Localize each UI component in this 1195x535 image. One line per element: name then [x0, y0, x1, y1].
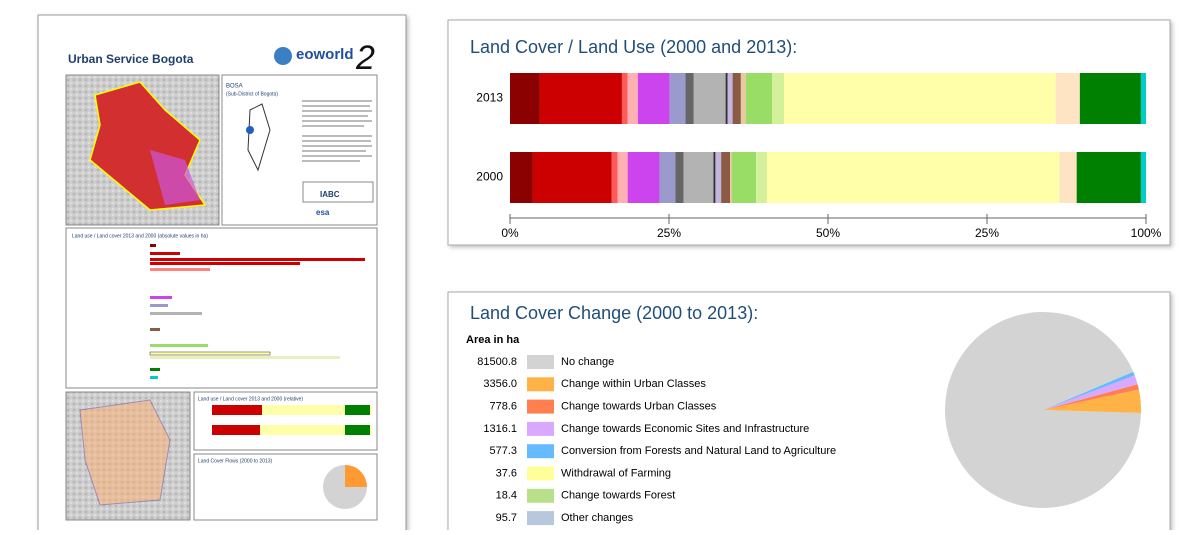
legend-swatch — [527, 489, 554, 503]
bar-segment — [726, 73, 728, 124]
bar-segment — [510, 152, 533, 203]
legend-swatch — [527, 467, 554, 481]
value-header: Area in ha — [466, 334, 520, 346]
doc-chart3-title: Land Cover Flows (2000 to 2013) — [198, 458, 273, 464]
doc-mini-bar — [212, 425, 260, 435]
bar-segment — [1141, 73, 1146, 124]
x-tick-label: 0% — [501, 226, 519, 240]
legend-label: Change towards Forest — [561, 490, 675, 502]
bar-segment — [714, 152, 716, 203]
bar-segment — [1141, 152, 1146, 203]
bar-segment — [756, 152, 767, 203]
doc-mini-bar — [212, 405, 262, 415]
x-tick-label: 25% — [657, 226, 681, 240]
bar-segment — [540, 73, 622, 124]
doc-chart2-title: Land use / Land cover 2013 and 2000 (rel… — [198, 396, 303, 402]
bar-segment — [686, 73, 694, 124]
bar-segment — [1056, 73, 1080, 124]
legend-swatch — [527, 377, 554, 391]
bar-segment — [741, 73, 746, 124]
doc-chart1-title: Land use / Land cover 2013 and 2000 (abs… — [72, 233, 208, 239]
document-thumbnail: Urban Service Bogota eoworld 2 BOSA (Sub… — [38, 15, 406, 530]
legend-swatch — [527, 400, 554, 414]
bar-segment — [732, 152, 756, 203]
legend-label: Withdrawal of Farming — [561, 467, 671, 479]
logo-number: 2 — [355, 39, 375, 77]
bar-segment — [1077, 152, 1141, 203]
legend-value: 778.6 — [489, 401, 517, 413]
bar-segment — [670, 73, 686, 124]
legend-label: Change towards Urban Classes — [561, 401, 717, 413]
district: BOSA — [226, 84, 243, 90]
bar-segment — [622, 73, 628, 124]
doc-chart-box — [66, 228, 377, 388]
legend-value: 95.7 — [496, 512, 517, 524]
legend-swatch — [527, 422, 554, 436]
bar-segment — [684, 152, 714, 203]
screenshot: Urban Service Bogota eoworld 2 BOSA (Sub… — [0, 0, 1195, 530]
legend-label: No change — [561, 356, 614, 368]
page: Urban Service Bogota eoworld 2 BOSA (Sub… — [0, 0, 1195, 535]
bar-segment — [1080, 73, 1141, 124]
legend-value: 577.3 — [489, 445, 517, 457]
partner-1: esa — [316, 208, 330, 217]
legend-label: Conversion from Forests and Natural Land… — [561, 445, 836, 457]
bar-segment — [694, 73, 726, 124]
x-tick-label: 100% — [1131, 226, 1162, 240]
chart-title: Land Cover / Land Use (2000 and 2013): — [470, 37, 797, 57]
y-tick-label: 2000 — [476, 170, 503, 184]
legend-swatch — [527, 511, 554, 525]
bar-segment — [721, 152, 730, 203]
bar-segment — [617, 152, 627, 203]
legend-label: Change towards Economic Sites and Infras… — [561, 423, 809, 435]
district-sub: (Sub-District of Bogota) — [226, 91, 278, 97]
bar-segment — [533, 152, 612, 203]
bar-segment — [746, 73, 772, 124]
bar-segment — [767, 152, 1060, 203]
legend-value: 37.6 — [496, 467, 517, 479]
bar-segment — [715, 152, 721, 203]
legend-value: 3356.0 — [483, 378, 517, 390]
bar-segment — [730, 152, 732, 203]
bar-segment — [638, 73, 670, 124]
bar-segment — [733, 73, 741, 124]
y-tick-label: 2013 — [476, 91, 503, 105]
x-tick-label: 25% — [975, 226, 999, 240]
bar-segment — [1060, 152, 1077, 203]
legend-label: Change within Urban Classes — [561, 378, 706, 390]
legend-value: 81500.8 — [477, 356, 517, 368]
legend-label: Other changes — [561, 512, 634, 524]
legend-swatch — [527, 444, 554, 458]
bar-segment — [612, 152, 618, 203]
bar-segment — [628, 152, 660, 203]
partner-2: IABC — [320, 190, 340, 199]
logo-text: eoworld — [296, 46, 354, 63]
doc-title: Urban Service Bogota — [68, 52, 194, 66]
bar-segment — [628, 73, 638, 124]
bar-segment — [659, 152, 675, 203]
x-tick-label: 50% — [816, 226, 840, 240]
chart-title: Land Cover Change (2000 to 2013): — [470, 303, 758, 323]
doc-mini-bar — [345, 425, 370, 435]
bar-segment — [675, 152, 683, 203]
doc-mini-bar — [345, 405, 370, 415]
bar-segment — [728, 73, 733, 124]
logo-globe — [274, 47, 292, 65]
legend-swatch — [527, 355, 554, 369]
legend-value: 18.4 — [496, 490, 517, 502]
bar-segment — [510, 73, 540, 124]
legend-value: 1316.1 — [483, 423, 517, 435]
bar-segment — [772, 73, 784, 124]
district-marker — [246, 126, 254, 134]
bar-segment — [784, 73, 1056, 124]
